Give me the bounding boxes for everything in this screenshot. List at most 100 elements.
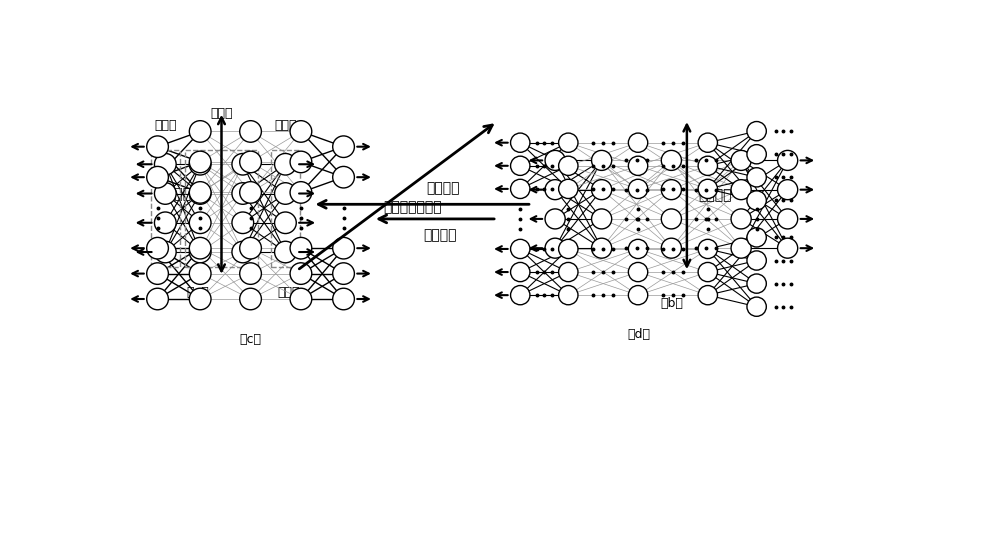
Text: 隐含层: 隐含层 — [210, 107, 233, 120]
Circle shape — [333, 263, 354, 285]
Circle shape — [778, 150, 798, 170]
Circle shape — [778, 180, 798, 200]
Circle shape — [189, 212, 211, 234]
Circle shape — [154, 212, 176, 234]
Circle shape — [511, 262, 530, 282]
Circle shape — [240, 237, 261, 259]
Circle shape — [189, 182, 211, 203]
Bar — [151, 150, 180, 267]
Circle shape — [511, 156, 530, 175]
Text: 拓展深度和宽度: 拓展深度和宽度 — [383, 200, 442, 214]
Text: （b）: （b） — [660, 296, 683, 309]
Circle shape — [511, 133, 530, 153]
Circle shape — [661, 150, 681, 170]
Circle shape — [275, 154, 296, 175]
Circle shape — [592, 238, 612, 258]
Circle shape — [333, 167, 354, 188]
Circle shape — [778, 209, 798, 229]
Circle shape — [545, 238, 565, 258]
Circle shape — [628, 156, 648, 175]
Circle shape — [747, 251, 766, 270]
Circle shape — [290, 263, 312, 285]
Circle shape — [698, 133, 717, 153]
Text: 拓展深度: 拓展深度 — [427, 181, 460, 195]
Circle shape — [147, 136, 168, 157]
Circle shape — [290, 288, 312, 310]
Circle shape — [559, 262, 578, 282]
Text: 拓展深度: 拓展深度 — [423, 228, 456, 242]
Circle shape — [747, 274, 766, 293]
Circle shape — [154, 241, 176, 263]
Circle shape — [747, 191, 766, 210]
Circle shape — [628, 239, 648, 259]
Circle shape — [731, 238, 751, 258]
Circle shape — [698, 239, 717, 259]
Circle shape — [333, 237, 354, 259]
Circle shape — [189, 237, 211, 259]
Text: 输入层: 输入层 — [154, 119, 177, 132]
Circle shape — [275, 212, 296, 234]
Circle shape — [147, 263, 168, 285]
Circle shape — [698, 179, 717, 199]
Circle shape — [189, 151, 211, 173]
Circle shape — [189, 263, 211, 285]
Circle shape — [147, 237, 168, 259]
Circle shape — [147, 288, 168, 310]
Circle shape — [559, 179, 578, 199]
Circle shape — [559, 239, 578, 259]
Circle shape — [559, 156, 578, 175]
Text: 输出层: 输出层 — [274, 119, 297, 132]
Circle shape — [731, 180, 751, 200]
Circle shape — [747, 144, 766, 164]
Circle shape — [592, 209, 612, 229]
Circle shape — [778, 238, 798, 258]
Circle shape — [189, 154, 211, 175]
Circle shape — [592, 150, 612, 170]
Circle shape — [628, 262, 648, 282]
Circle shape — [147, 167, 168, 188]
Circle shape — [747, 122, 766, 141]
Circle shape — [661, 238, 681, 258]
Circle shape — [240, 288, 261, 310]
Circle shape — [545, 209, 565, 229]
Circle shape — [661, 209, 681, 229]
Circle shape — [628, 286, 648, 305]
Circle shape — [232, 241, 254, 263]
Text: 拓展宽度: 拓展宽度 — [166, 187, 199, 201]
Circle shape — [275, 241, 296, 263]
Text: 原网络: 原网络 — [278, 286, 300, 299]
Circle shape — [592, 180, 612, 200]
Circle shape — [511, 239, 530, 259]
Circle shape — [511, 286, 530, 305]
Text: （c）: （c） — [240, 333, 262, 346]
Circle shape — [240, 121, 261, 142]
Circle shape — [189, 288, 211, 310]
Circle shape — [698, 286, 717, 305]
Circle shape — [154, 183, 176, 204]
Circle shape — [290, 121, 312, 142]
Circle shape — [545, 180, 565, 200]
Text: 拓展宽度: 拓展宽度 — [699, 189, 732, 203]
Circle shape — [333, 288, 354, 310]
Circle shape — [275, 183, 296, 204]
Circle shape — [189, 121, 211, 142]
Circle shape — [747, 168, 766, 187]
Circle shape — [232, 183, 254, 204]
Circle shape — [628, 179, 648, 199]
Circle shape — [698, 262, 717, 282]
Circle shape — [232, 154, 254, 175]
Circle shape — [290, 237, 312, 259]
Bar — [185, 150, 258, 267]
Circle shape — [559, 286, 578, 305]
Bar — [271, 150, 300, 267]
Circle shape — [333, 136, 354, 157]
Circle shape — [731, 150, 751, 170]
Circle shape — [290, 151, 312, 173]
Circle shape — [661, 180, 681, 200]
Circle shape — [747, 297, 766, 316]
Text: （d）: （d） — [627, 328, 650, 341]
Circle shape — [290, 182, 312, 203]
Circle shape — [240, 182, 261, 203]
Circle shape — [747, 228, 766, 247]
Circle shape — [731, 209, 751, 229]
